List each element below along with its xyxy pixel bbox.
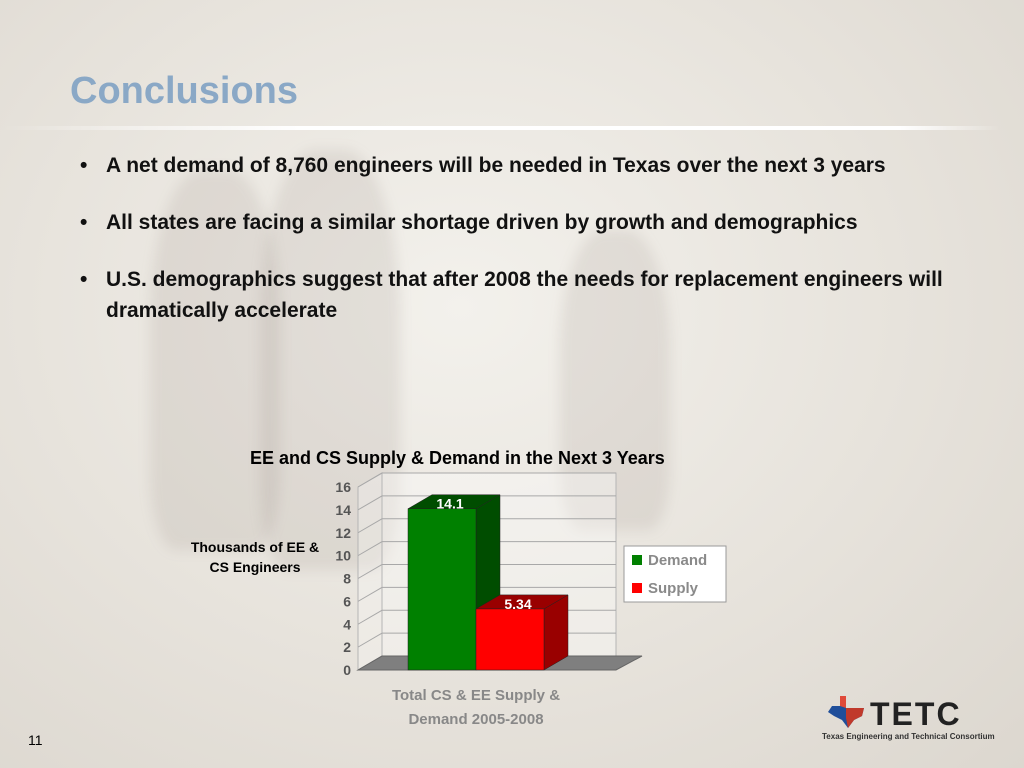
legend-label-supply: Supply: [648, 580, 699, 597]
data-label-demand: 14.1: [436, 496, 463, 512]
chart-title: EE and CS Supply & Demand in the Next 3 …: [250, 448, 665, 468]
bullet-item: • A net demand of 8,760 engineers will b…: [80, 150, 980, 181]
background-figure-left: [150, 170, 280, 550]
gridline: [357, 586, 616, 602]
texas-flag-icon: [828, 696, 864, 728]
legend-label-demand: Demand: [648, 552, 707, 569]
logo-letters: TETC: [870, 696, 962, 732]
legend-swatch-supply: [632, 583, 642, 593]
bullet-marker: •: [80, 154, 88, 177]
bullet-item: • U.S. demographics suggest that after 2…: [80, 264, 980, 326]
y-tick-label: 12: [335, 525, 351, 541]
gridline: [357, 564, 616, 579]
bullet-marker: •: [80, 211, 88, 234]
gridline: [357, 472, 616, 488]
title-underline: [0, 126, 1000, 130]
bullet-item: • All states are facing a similar shorta…: [80, 207, 980, 238]
y-tick-label: 2: [343, 639, 351, 655]
bullet-list: • A net demand of 8,760 engineers will b…: [80, 150, 980, 352]
background-figure-center: [260, 150, 400, 570]
y-axis-label: Thousands of EE & CS Engineers: [190, 539, 320, 575]
y-tick-label: 10: [335, 548, 351, 564]
page-number: 11: [28, 732, 43, 748]
supply-demand-chart: 0 2 4 6 8 10 12 14 16 14.1 5.34 Total CS & EE Suppl…: [335, 472, 727, 728]
y-tick-label: 8: [343, 571, 351, 587]
y-tick-label: 6: [343, 593, 351, 609]
y-tick-label: 14: [335, 502, 351, 518]
y-tick-label: 4: [343, 616, 351, 632]
y-tick-label: 0: [343, 662, 351, 678]
y-tick-label: 16: [335, 479, 351, 495]
bar-demand: [407, 508, 477, 671]
background-figure-right: [560, 230, 670, 530]
bullet-marker: •: [80, 268, 88, 291]
bar-supply: [475, 608, 545, 671]
legend-swatch-demand: [632, 555, 642, 565]
gridline: [357, 495, 616, 511]
tetc-logo: TETC Texas Engineering and Technical Con…: [822, 690, 1002, 750]
x-category-label-line1: Total CS & EE Supply &: [392, 687, 560, 704]
bullet-text: A net demand of 8,760 engineers will be …: [106, 154, 886, 177]
data-label-supply: 5.34: [504, 596, 531, 612]
bullet-text: U.S. demographics suggest that after 200…: [106, 268, 943, 322]
x-category-label-line2: Demand 2005-2008: [408, 711, 543, 728]
gridline: [357, 518, 616, 534]
gridline: [357, 541, 616, 557]
logo-tagline: Texas Engineering and Technical Consorti…: [822, 732, 995, 741]
bullet-text: All states are facing a similar shortage…: [106, 211, 858, 234]
slide-title: Conclusions: [70, 70, 299, 112]
